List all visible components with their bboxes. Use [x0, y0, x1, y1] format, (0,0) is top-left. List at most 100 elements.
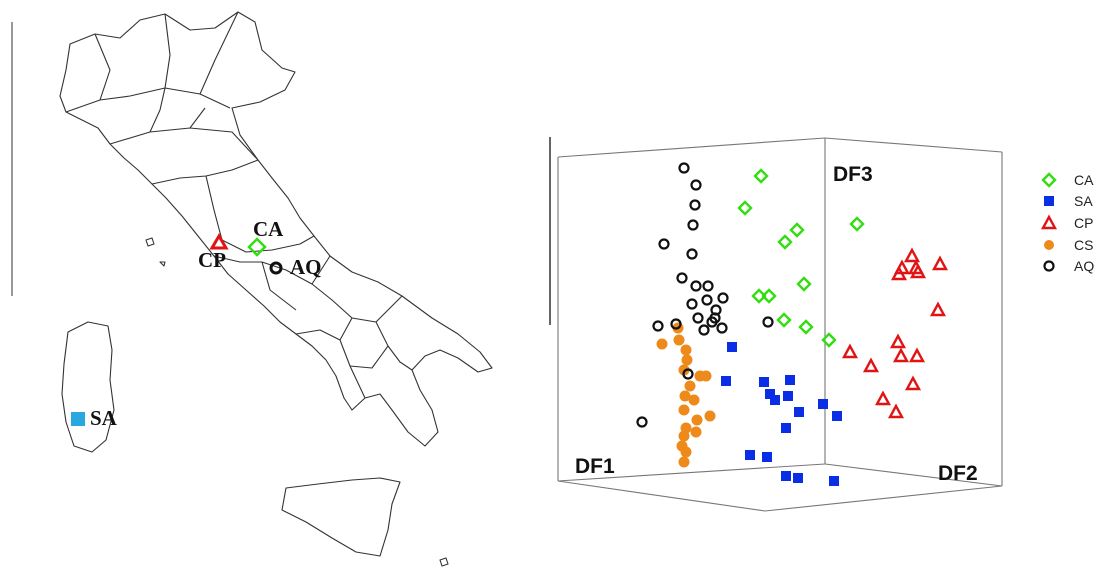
legend-item-aq: AQ — [1043, 258, 1094, 274]
map-marker-ca — [247, 237, 267, 257]
legend-marker-ca — [1041, 172, 1057, 188]
point-sa-11 — [781, 423, 791, 433]
point-ca-8 — [751, 288, 767, 304]
map-label-sa: SA — [90, 406, 118, 430]
point-aq-19 — [698, 324, 710, 336]
cube-bottom-front-edge — [557, 480, 766, 512]
point-cs-9 — [700, 370, 712, 382]
point-cs-5 — [681, 354, 693, 366]
point-cs-6 — [678, 364, 690, 376]
point-aq-7 — [676, 272, 688, 284]
legend-item-cs: CS — [1044, 237, 1093, 253]
point-aq-12 — [686, 298, 698, 310]
legend-item-sa: SA — [1044, 193, 1093, 209]
point-aq-9 — [702, 280, 714, 292]
point-cs-14 — [704, 410, 716, 422]
north-region-lines — [65, 11, 259, 161]
cube-frame — [557, 137, 1003, 512]
point-sa-4 — [785, 375, 795, 385]
point-aq-10 — [717, 292, 729, 304]
point-cs-3 — [673, 334, 685, 346]
point-aq-3 — [689, 199, 701, 211]
point-ca-11 — [821, 332, 837, 348]
cube-top-edge — [557, 137, 826, 158]
point-sa-9 — [818, 399, 828, 409]
point-sa-5 — [765, 389, 775, 399]
map-region-outlines — [59, 11, 493, 567]
point-cs-10 — [679, 390, 691, 402]
legend-marker-cs — [1044, 240, 1054, 250]
point-aq-8 — [690, 280, 702, 292]
legend-marker-sa — [1044, 196, 1054, 206]
data-points — [636, 162, 949, 486]
cp-triangle-marker — [209, 233, 229, 250]
sicily-outline — [281, 477, 401, 557]
scatter-3d-chart: DF3 DF1 DF2 CA SA CP CS AQ — [549, 137, 1094, 512]
point-sa-13 — [762, 452, 772, 462]
point-cs-4 — [680, 344, 692, 356]
point-cp-14 — [874, 390, 892, 406]
point-cp-9 — [889, 333, 907, 349]
point-aq-18 — [652, 320, 664, 332]
map-marker-aq — [269, 261, 283, 275]
axis-label-df1: DF1 — [575, 455, 615, 478]
aq-circle-marker — [269, 261, 283, 275]
series-cs — [656, 322, 716, 468]
point-aq-6 — [686, 248, 698, 260]
point-cp-15 — [887, 403, 905, 419]
point-aq-17 — [716, 322, 728, 334]
point-cs-13 — [691, 414, 703, 426]
point-cp-12 — [908, 347, 926, 363]
point-sa-3 — [759, 377, 769, 387]
map-label-cp: CP — [198, 248, 226, 272]
point-aq-20 — [670, 318, 682, 330]
cube-top-right-edge — [824, 137, 1003, 153]
point-ca-1 — [753, 168, 769, 184]
point-ca-3 — [789, 222, 805, 238]
point-aq-21 — [762, 316, 774, 328]
point-aq-23 — [682, 368, 694, 380]
legend-label-aq: AQ — [1074, 258, 1094, 274]
sardinia-outline — [61, 321, 115, 453]
point-sa-10 — [832, 411, 842, 421]
map-marker-sa — [71, 412, 85, 426]
point-sa-8 — [794, 407, 804, 417]
legend-label-ca: CA — [1074, 172, 1094, 188]
point-cs-17 — [678, 430, 690, 442]
series-ca — [737, 168, 865, 348]
point-ca-4 — [777, 234, 793, 250]
map-label-aq: AQ — [290, 255, 322, 279]
sa-square-marker — [71, 412, 85, 426]
point-ca-5 — [849, 216, 865, 232]
legend: CA SA CP CS AQ — [1040, 172, 1094, 274]
axis-label-df3: DF3 — [833, 163, 873, 186]
point-sa-14 — [781, 471, 791, 481]
point-ca-10 — [798, 319, 814, 335]
point-cs-16 — [690, 426, 702, 438]
point-cp-4 — [931, 255, 949, 271]
legend-label-cs: CS — [1074, 237, 1093, 253]
italy-map: CA CP AQ SA — [11, 11, 493, 567]
point-cp-5 — [890, 265, 908, 281]
mainland-outline — [59, 11, 493, 447]
point-cp-10 — [862, 357, 880, 373]
point-cp-8 — [841, 343, 859, 359]
legend-marker-aq — [1043, 260, 1055, 272]
point-sa-6 — [770, 395, 780, 405]
point-aq-1 — [678, 162, 690, 174]
ca-diamond-marker — [247, 237, 267, 257]
point-aq-11 — [701, 294, 713, 306]
point-sa-12 — [745, 450, 755, 460]
axis-label-df2: DF2 — [938, 462, 978, 485]
point-aq-4 — [687, 219, 699, 231]
map-marker-cp — [209, 233, 229, 250]
cube-bottom-back-left — [557, 463, 826, 482]
point-cp-6 — [909, 263, 927, 279]
point-sa-2 — [721, 376, 731, 386]
cube-bottom-right-edge — [764, 485, 1003, 512]
legend-label-cp: CP — [1074, 215, 1093, 231]
point-aq-16 — [692, 312, 704, 324]
point-cs-20 — [678, 456, 690, 468]
series-cp — [841, 247, 949, 419]
